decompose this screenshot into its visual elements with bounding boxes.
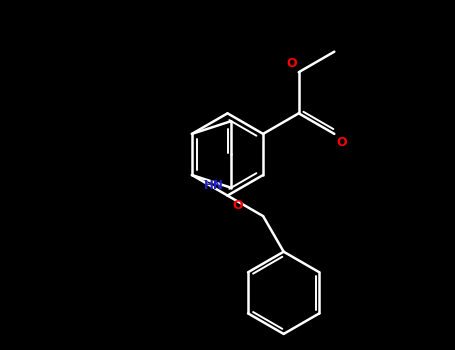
Text: O: O: [233, 199, 243, 212]
Text: O: O: [336, 136, 347, 149]
Text: O: O: [286, 57, 297, 70]
Text: HN: HN: [204, 179, 223, 192]
